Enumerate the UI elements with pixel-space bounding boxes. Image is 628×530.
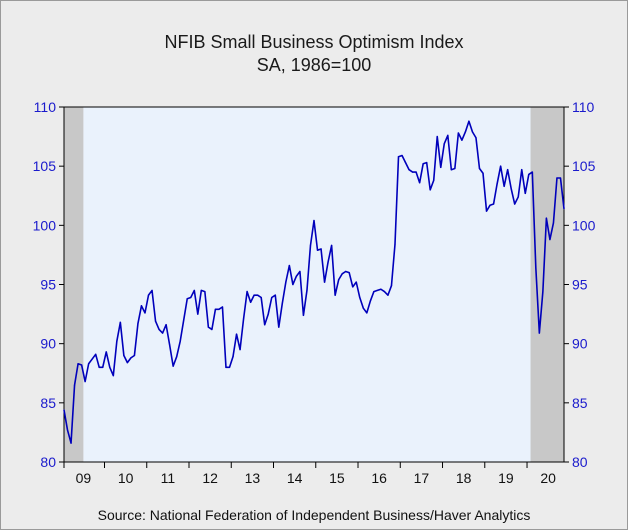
- x-tick-label-20: 20: [540, 470, 556, 486]
- x-tick-label-14: 14: [287, 470, 303, 486]
- y-tick-label-left-100: 100: [33, 217, 57, 233]
- x-tick-label-17: 17: [414, 470, 430, 486]
- y-tick-label-left-80: 80: [40, 454, 56, 470]
- y-tick-label-right-80: 80: [572, 454, 588, 470]
- recession-shade-0: [64, 107, 84, 462]
- x-tick-label-09: 09: [76, 470, 92, 486]
- x-tick-label-13: 13: [245, 470, 261, 486]
- x-tick-label-11: 11: [161, 470, 176, 486]
- y-tick-label-left-90: 90: [40, 336, 56, 352]
- y-tick-label-right-85: 85: [572, 395, 588, 411]
- y-tick-label-left-105: 105: [33, 158, 57, 174]
- x-tick-label-16: 16: [371, 470, 387, 486]
- y-tick-label-right-100: 100: [572, 217, 596, 233]
- plot-area: [64, 107, 564, 462]
- y-tick-label-left-85: 85: [40, 395, 56, 411]
- y-tick-label-right-95: 95: [572, 277, 588, 293]
- recession-shade-1: [530, 107, 564, 462]
- x-tick-label-15: 15: [329, 470, 345, 486]
- source-note: Source: National Federation of Independe…: [97, 507, 531, 523]
- chart-subtitle: SA, 1986=100: [256, 55, 372, 75]
- chart-title: NFIB Small Business Optimism Index: [164, 32, 464, 52]
- x-tick-label-19: 19: [498, 470, 514, 486]
- y-tick-label-left-110: 110: [34, 99, 57, 115]
- series-line: [63, 120, 565, 444]
- x-tick-label-10: 10: [118, 470, 134, 486]
- x-tick-label-12: 12: [202, 470, 218, 486]
- x-tick-label-18: 18: [456, 470, 472, 486]
- y-tick-label-right-110: 110: [572, 99, 595, 115]
- y-tick-label-left-95: 95: [40, 277, 56, 293]
- y-tick-label-right-105: 105: [572, 158, 596, 174]
- y-tick-label-right-90: 90: [572, 336, 588, 352]
